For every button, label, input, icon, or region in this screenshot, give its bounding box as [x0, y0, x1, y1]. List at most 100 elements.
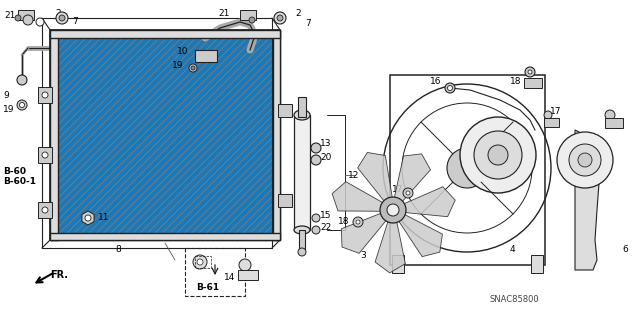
- Bar: [38, 147, 52, 163]
- Polygon shape: [575, 130, 600, 270]
- Text: 1: 1: [475, 168, 481, 177]
- Bar: [524, 78, 542, 88]
- Text: 20: 20: [320, 153, 332, 162]
- Text: 17: 17: [392, 186, 403, 195]
- Circle shape: [460, 117, 536, 193]
- Circle shape: [445, 83, 455, 93]
- Circle shape: [447, 85, 452, 91]
- Text: 2: 2: [55, 10, 61, 19]
- Text: 2: 2: [295, 10, 301, 19]
- Text: 8: 8: [115, 246, 121, 255]
- Text: 21: 21: [218, 10, 229, 19]
- Circle shape: [17, 100, 27, 110]
- Circle shape: [488, 145, 508, 165]
- Text: B-60-1: B-60-1: [3, 177, 36, 187]
- Circle shape: [403, 188, 413, 198]
- Text: 11: 11: [98, 213, 109, 222]
- Circle shape: [197, 259, 203, 265]
- Text: 15: 15: [320, 211, 332, 219]
- Circle shape: [17, 75, 27, 85]
- Text: 19: 19: [3, 106, 15, 115]
- Circle shape: [544, 111, 552, 119]
- Bar: [544, 118, 559, 127]
- Text: FR.: FR.: [50, 270, 68, 280]
- Circle shape: [42, 152, 48, 158]
- Text: 3: 3: [360, 250, 365, 259]
- Bar: [195, 50, 217, 62]
- Circle shape: [191, 66, 195, 70]
- Bar: [278, 194, 292, 207]
- Circle shape: [298, 248, 306, 256]
- Bar: [50, 233, 280, 240]
- Bar: [273, 30, 280, 240]
- Circle shape: [239, 259, 251, 271]
- Bar: [18, 10, 34, 20]
- Bar: [392, 255, 404, 273]
- Polygon shape: [375, 221, 405, 273]
- Circle shape: [59, 15, 65, 21]
- Polygon shape: [358, 152, 392, 202]
- Ellipse shape: [294, 110, 310, 120]
- Bar: [50, 30, 280, 240]
- Circle shape: [474, 131, 522, 179]
- Bar: [278, 104, 292, 117]
- Text: 21: 21: [4, 11, 15, 19]
- Circle shape: [312, 226, 320, 234]
- Text: 9: 9: [3, 91, 9, 100]
- Bar: [50, 30, 280, 240]
- Text: 4: 4: [510, 246, 516, 255]
- Bar: [195, 256, 211, 268]
- Circle shape: [605, 110, 615, 120]
- Bar: [38, 87, 52, 103]
- Circle shape: [447, 148, 487, 188]
- Circle shape: [569, 144, 601, 176]
- Ellipse shape: [294, 226, 310, 234]
- Text: 6: 6: [622, 246, 628, 255]
- Circle shape: [311, 155, 321, 165]
- Text: 17: 17: [550, 108, 561, 116]
- Bar: [299, 230, 305, 250]
- Circle shape: [189, 64, 197, 72]
- Bar: [38, 202, 52, 218]
- Polygon shape: [403, 187, 455, 217]
- Circle shape: [56, 12, 68, 24]
- Circle shape: [353, 217, 363, 227]
- Text: SNAC85800: SNAC85800: [490, 295, 540, 305]
- Circle shape: [15, 15, 21, 21]
- Text: 18: 18: [338, 218, 349, 226]
- Circle shape: [528, 70, 532, 74]
- Circle shape: [42, 207, 48, 213]
- Text: 5: 5: [510, 183, 516, 192]
- Circle shape: [578, 153, 592, 167]
- Text: B-61: B-61: [196, 284, 219, 293]
- Circle shape: [36, 18, 44, 26]
- Circle shape: [380, 197, 406, 223]
- Text: 19: 19: [172, 62, 184, 70]
- Circle shape: [42, 92, 48, 98]
- Circle shape: [274, 12, 286, 24]
- Text: B-60: B-60: [3, 167, 26, 176]
- Text: 14: 14: [224, 273, 236, 283]
- Circle shape: [387, 204, 399, 216]
- Text: 18: 18: [510, 78, 522, 86]
- Text: 22: 22: [320, 224, 332, 233]
- Circle shape: [557, 132, 613, 188]
- Text: 10: 10: [177, 48, 189, 56]
- Circle shape: [193, 255, 207, 269]
- Bar: [185, 248, 245, 296]
- Bar: [531, 255, 543, 273]
- Polygon shape: [399, 214, 442, 257]
- Circle shape: [23, 15, 33, 25]
- Polygon shape: [332, 182, 383, 211]
- Bar: [50, 30, 280, 38]
- Bar: [238, 270, 258, 280]
- Bar: [294, 115, 310, 230]
- Bar: [605, 118, 623, 128]
- Text: 16: 16: [430, 78, 442, 86]
- Circle shape: [249, 17, 255, 23]
- Text: 13: 13: [320, 139, 332, 149]
- Text: 7: 7: [305, 19, 311, 28]
- Bar: [298, 97, 306, 117]
- Circle shape: [525, 67, 535, 77]
- Bar: [240, 10, 256, 20]
